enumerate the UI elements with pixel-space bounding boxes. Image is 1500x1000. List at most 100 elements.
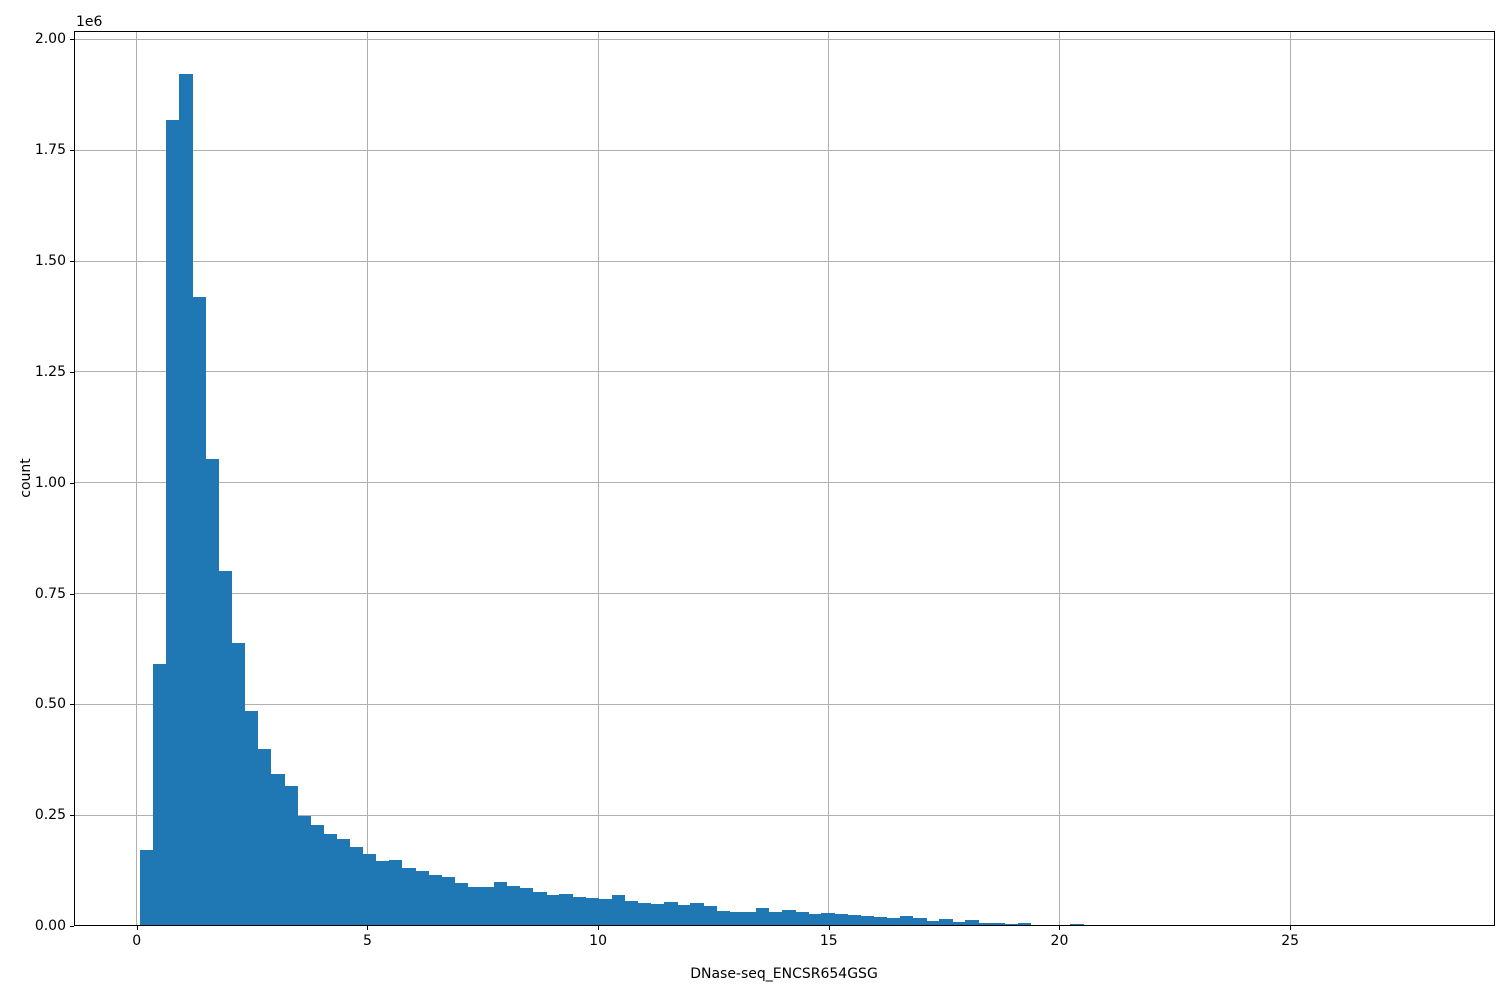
histogram-bar <box>742 911 757 926</box>
histogram-bar <box>939 919 953 926</box>
histogram-bar <box>559 894 573 926</box>
histogram-bar <box>257 748 272 926</box>
gridline-y <box>74 260 1495 262</box>
histogram-bar <box>1004 923 1019 926</box>
gridline-x <box>366 31 368 926</box>
histogram-bar <box>690 902 704 926</box>
histogram-bar <box>1083 925 1097 926</box>
histogram-bar <box>821 912 835 926</box>
histogram-bar <box>585 897 599 926</box>
x-tick-label: 25 <box>1281 933 1300 949</box>
x-tick-mark <box>367 926 369 930</box>
histogram-bar <box>991 923 1006 926</box>
histogram-bar <box>480 887 495 926</box>
histogram-bar <box>873 916 888 926</box>
gridline-x <box>597 31 599 926</box>
y-tick-label: 1.50 <box>34 253 66 270</box>
y-tick-label: 1.75 <box>34 142 66 159</box>
histogram-bar <box>428 874 442 926</box>
histogram-bar <box>388 859 403 926</box>
histogram-bar <box>782 910 796 926</box>
histogram-bar <box>166 120 180 926</box>
x-tick-label: 5 <box>362 933 372 949</box>
y-tick-mark <box>70 371 74 373</box>
y-tick-label: 2.00 <box>34 31 66 48</box>
histogram-bar <box>926 920 940 926</box>
histogram-bar <box>1070 923 1084 926</box>
histogram-bar <box>1044 925 1058 926</box>
histogram-bar <box>860 915 875 926</box>
histogram-bar <box>716 910 730 926</box>
x-tick-mark <box>598 926 600 930</box>
x-tick-label: 15 <box>819 933 838 949</box>
histogram-bar <box>546 894 560 926</box>
y-tick-mark <box>70 261 74 263</box>
x-tick-label: 10 <box>589 933 608 949</box>
histogram-bar <box>493 881 508 926</box>
y-axis-label: count <box>18 458 34 498</box>
histogram-bar <box>362 853 377 926</box>
histogram-bar <box>415 871 429 926</box>
histogram-bar <box>899 915 914 926</box>
histogram-bar <box>952 921 966 926</box>
y-axis-offset-label: 1e6 <box>76 14 103 30</box>
histogram-bar <box>441 877 455 926</box>
histogram-bar <box>349 847 364 926</box>
histogram-bar <box>611 894 626 926</box>
histogram-bar <box>795 912 809 926</box>
histogram-bar <box>179 73 193 926</box>
gridline-x <box>1058 31 1060 926</box>
histogram-bar <box>454 883 468 926</box>
histogram-bar <box>506 885 521 926</box>
histogram-bar <box>153 664 167 926</box>
histogram-bar <box>572 896 586 926</box>
histogram-bar <box>402 867 416 926</box>
histogram-bar <box>297 816 311 926</box>
histogram-bar <box>310 825 324 926</box>
histogram-bar <box>755 908 770 926</box>
histogram-bar <box>1030 925 1045 926</box>
histogram-bar <box>598 899 613 926</box>
gridline-y <box>74 703 1495 705</box>
gridline-y <box>74 593 1495 595</box>
y-tick-mark <box>70 704 74 706</box>
histogram-bar <box>519 888 534 926</box>
histogram-bar <box>624 900 639 926</box>
histogram-bar <box>336 839 351 926</box>
histogram-bar <box>192 296 206 926</box>
histogram-bar <box>139 849 154 926</box>
y-tick-mark <box>70 926 74 927</box>
histogram-bar <box>375 860 390 926</box>
histogram-bar <box>677 905 691 926</box>
histogram-bar <box>231 643 246 926</box>
histogram-bar <box>768 911 783 926</box>
histogram-bar <box>729 912 744 926</box>
gridline-y <box>74 149 1495 151</box>
histogram-bar <box>834 914 848 926</box>
y-tick-mark <box>70 39 74 41</box>
histogram-bar <box>808 914 822 926</box>
x-tick-label: 0 <box>132 933 142 949</box>
histogram-bar <box>271 773 285 926</box>
histogram-bar <box>323 834 337 926</box>
histogram-bar <box>913 918 927 926</box>
histogram-bar <box>664 901 678 926</box>
histogram-bar <box>847 914 862 926</box>
histogram-bar <box>1017 923 1032 926</box>
gridline-y <box>74 482 1495 484</box>
y-tick-mark <box>70 482 74 484</box>
y-tick-mark <box>70 593 74 595</box>
histogram-bar <box>205 459 219 926</box>
histogram-bar <box>978 922 993 926</box>
gridline-y <box>74 371 1495 373</box>
histogram-bar <box>886 917 901 926</box>
gridline-x <box>136 31 138 926</box>
x-tick-mark <box>1290 926 1292 930</box>
histogram-bar <box>467 886 482 926</box>
y-tick-label: 0.25 <box>34 807 66 824</box>
x-tick-label: 20 <box>1050 933 1069 949</box>
histogram-bar <box>218 570 233 926</box>
y-tick-mark <box>70 815 74 817</box>
y-tick-label: 0.50 <box>34 696 66 713</box>
